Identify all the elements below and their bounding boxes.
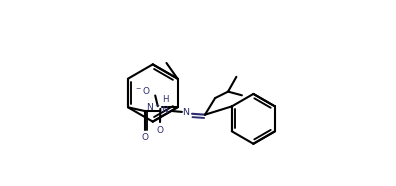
- Text: H: H: [162, 95, 168, 104]
- Text: N: N: [183, 108, 189, 117]
- Text: N: N: [161, 106, 168, 115]
- Text: O: O: [141, 133, 148, 142]
- Text: O: O: [156, 126, 164, 135]
- Text: $^-$O: $^-$O: [134, 85, 151, 96]
- Text: N$^+$: N$^+$: [146, 101, 160, 113]
